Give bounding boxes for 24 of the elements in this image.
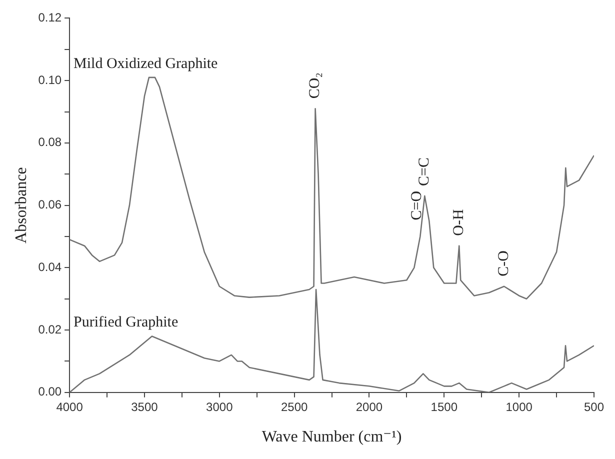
annotation: O-H	[451, 209, 468, 236]
annotation: C-O	[496, 250, 512, 276]
y-tick-label: 0.00	[38, 384, 62, 399]
y-tick-label: 0.04	[38, 260, 62, 274]
y-tick-label: 0.08	[38, 135, 62, 150]
y-tick-label: 0.06	[38, 198, 62, 212]
y-axis-title: Absorbance	[12, 167, 30, 244]
annotation: C=C	[416, 157, 433, 186]
x-tick-label: 1000	[506, 400, 533, 414]
annotation: CO₂	[307, 72, 324, 99]
annotation: C=O	[409, 190, 426, 220]
x-tick-label: 500	[584, 400, 604, 414]
series-label: Mild Oxidized Graphite	[74, 56, 218, 72]
x-tick-label: 2000	[356, 400, 383, 414]
y-tick-label: 0.10	[38, 72, 62, 87]
x-tick-label: 3000	[206, 400, 234, 414]
x-axis-title: Wave Number (cm⁻¹)	[262, 428, 402, 446]
x-tick-label: 3500	[131, 400, 158, 414]
y-tick-label: 0.12	[38, 10, 62, 25]
y-tick-label: 0.02	[38, 322, 62, 336]
x-tick-label: 1500	[430, 400, 458, 414]
series-label: Purified Graphite	[74, 314, 178, 331]
x-tick-label: 4000	[56, 400, 84, 414]
x-tick-label: 2500	[280, 400, 308, 414]
